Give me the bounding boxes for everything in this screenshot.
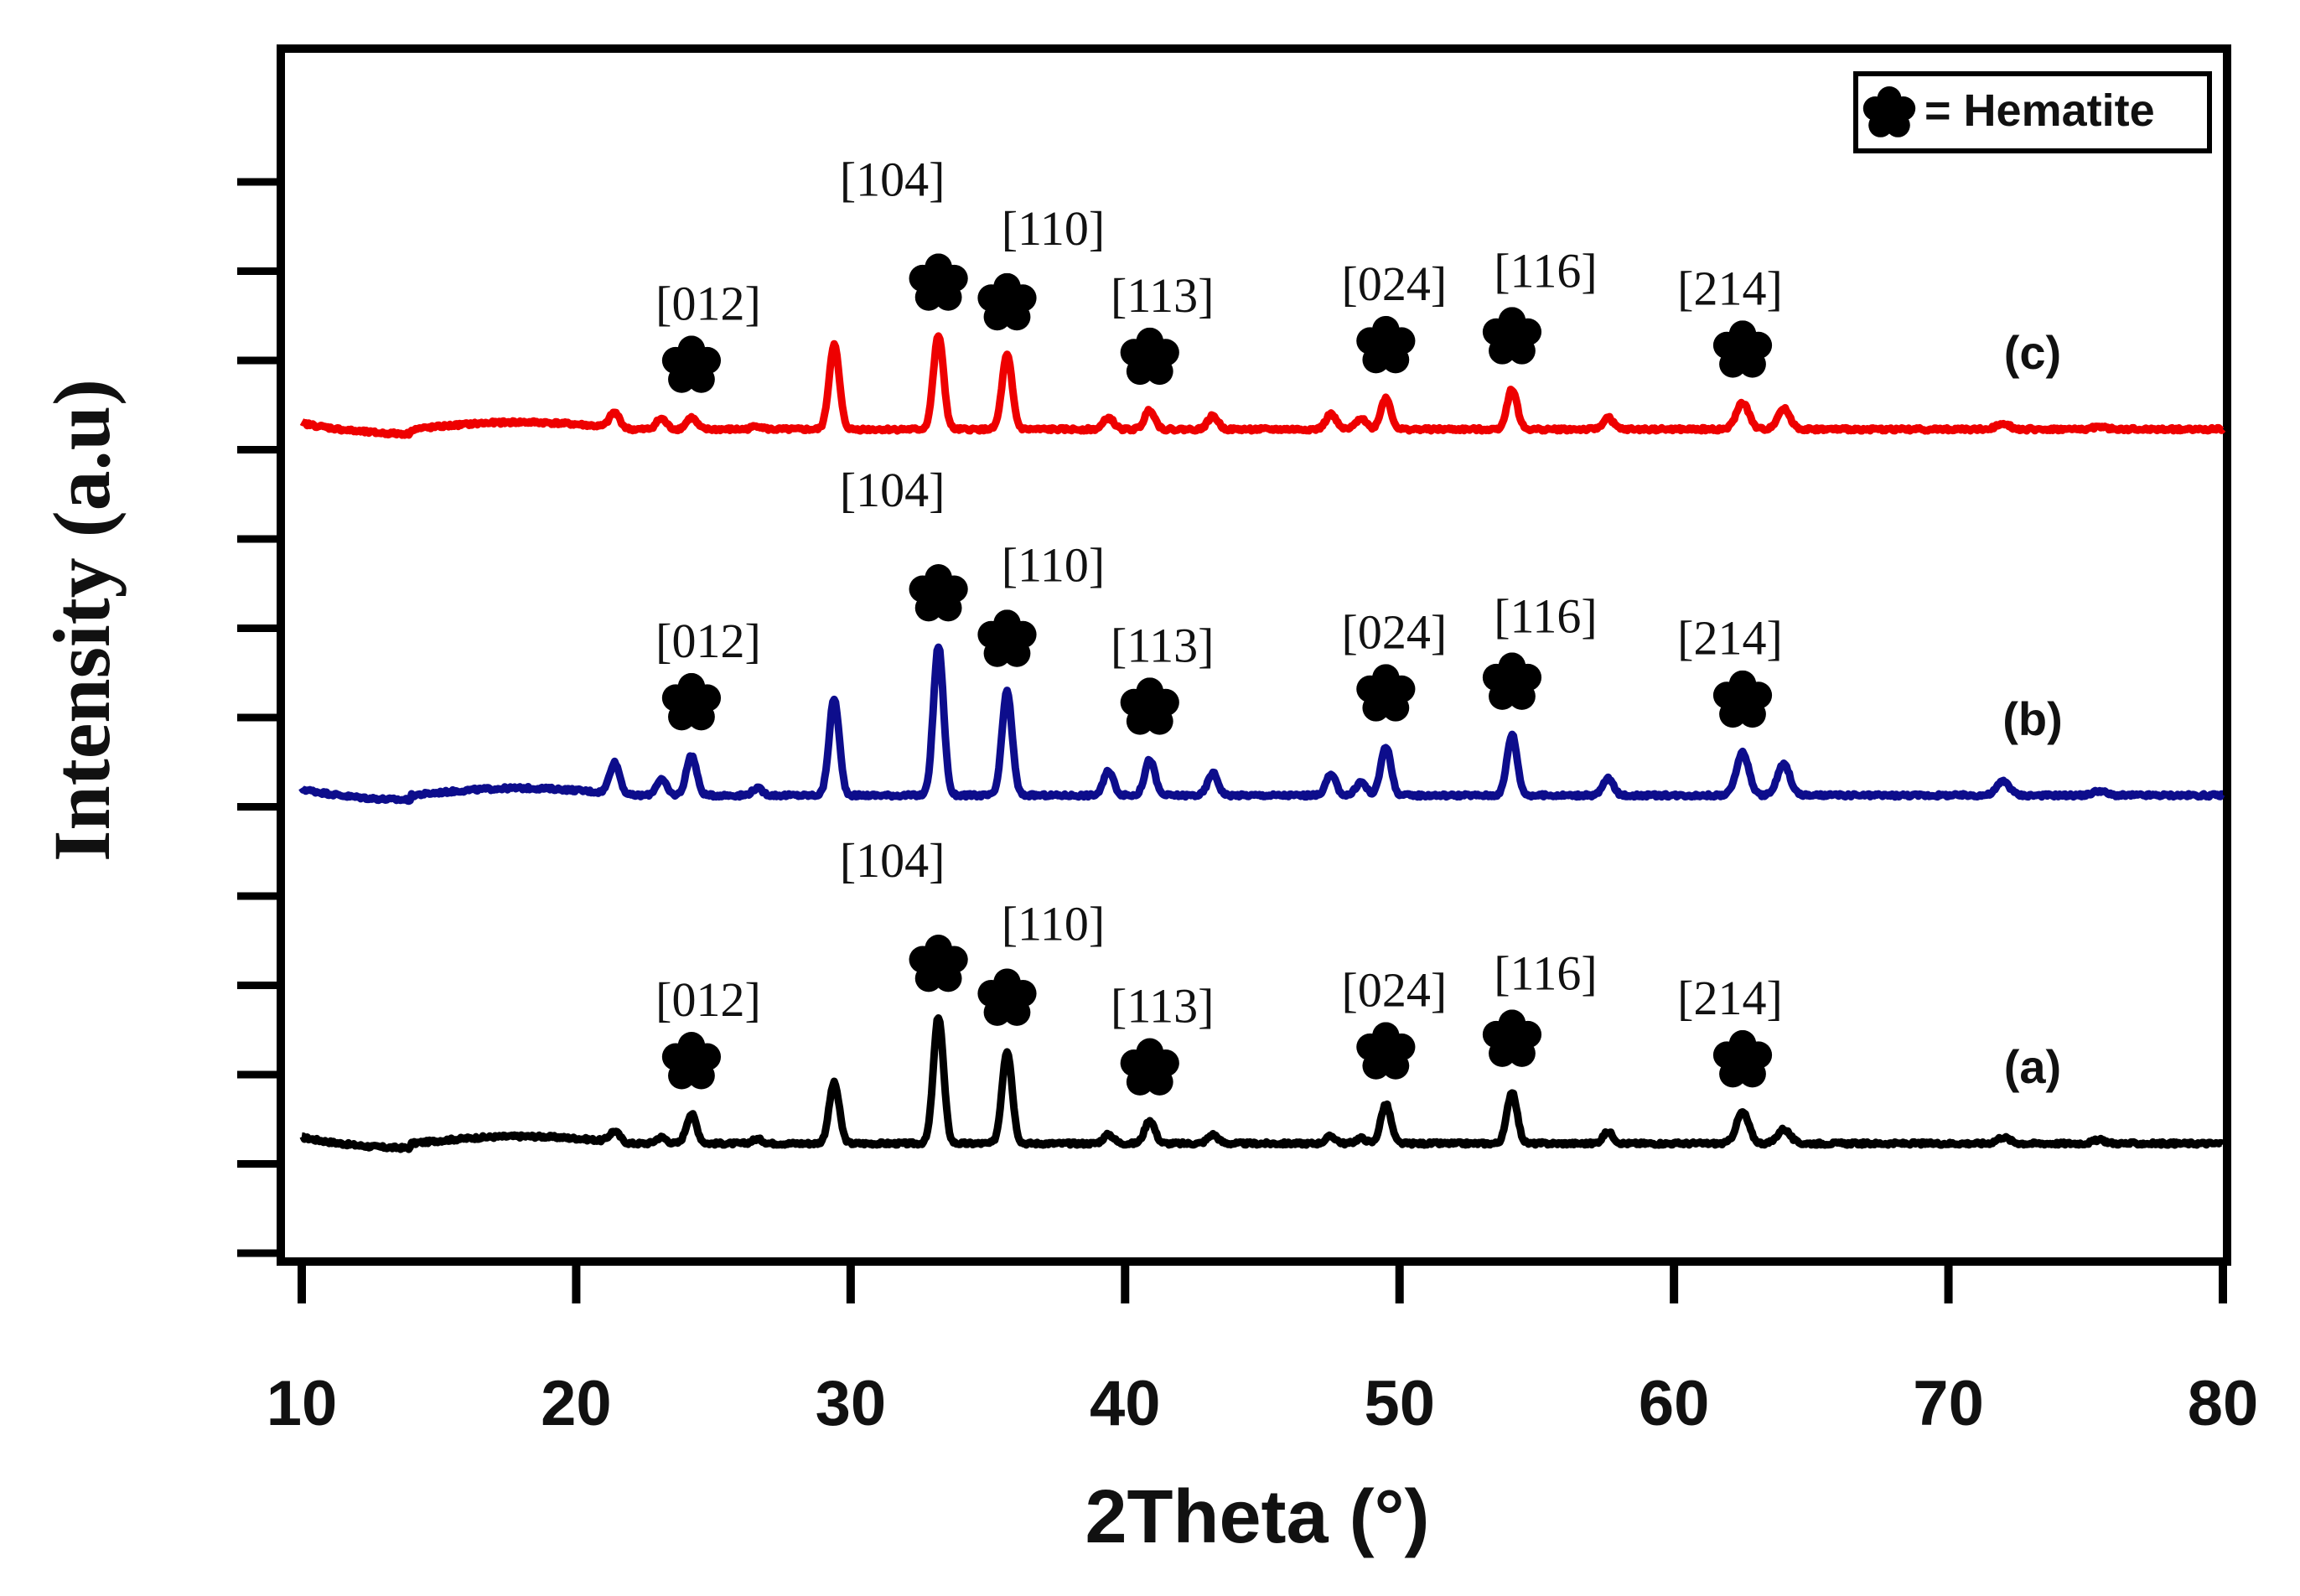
series-layer bbox=[298, 332, 2226, 1153]
peak-label: [024] bbox=[1342, 962, 1448, 1017]
hematite-star-icon bbox=[977, 968, 1037, 1026]
peak-label: [012] bbox=[655, 614, 761, 668]
legend: = Hematite bbox=[1853, 71, 2212, 153]
x-tick-label: 60 bbox=[1639, 1368, 1710, 1439]
peak-label: [116] bbox=[1494, 243, 1597, 298]
hematite-star-icon bbox=[909, 934, 968, 992]
x-axis-title: 2Theta (°) bbox=[1085, 1475, 1429, 1559]
peak-label: [024] bbox=[1342, 604, 1448, 659]
legend-label: = Hematite bbox=[1924, 86, 2155, 136]
x-tick-label: 40 bbox=[1090, 1368, 1161, 1439]
hematite-star-icon bbox=[1482, 307, 1542, 365]
hematite-star-icon bbox=[909, 253, 968, 311]
hematite-star-icon bbox=[1356, 664, 1416, 722]
series-label: (a) bbox=[2004, 1040, 2061, 1093]
hematite-star-icon bbox=[1712, 1029, 1773, 1088]
hematite-star-icon bbox=[1482, 652, 1542, 710]
peak-label: [113] bbox=[1111, 979, 1214, 1034]
peak-label: [116] bbox=[1494, 946, 1597, 1000]
y-axis-title: Intensity (a.u) bbox=[37, 379, 127, 862]
x-tick-label: 80 bbox=[2188, 1368, 2259, 1439]
hematite-star-icon bbox=[977, 272, 1037, 331]
peak-label: [110] bbox=[1002, 896, 1105, 951]
y-axis-ticks bbox=[237, 178, 281, 1257]
plot-frame bbox=[277, 44, 2231, 1266]
peak-label: [110] bbox=[1002, 201, 1105, 256]
hematite-star-icon bbox=[1120, 327, 1179, 386]
hematite-star-icon bbox=[1712, 320, 1773, 378]
series-label: (c) bbox=[2004, 326, 2061, 379]
hematite-star-icon bbox=[1120, 1038, 1179, 1096]
peak-label: [214] bbox=[1677, 971, 1783, 1025]
hematite-star-icon bbox=[661, 672, 722, 731]
hematite-star-icon bbox=[1356, 1022, 1416, 1080]
series-label: (b) bbox=[2002, 692, 2063, 745]
peak-label: [104] bbox=[840, 833, 945, 888]
series-line-0 bbox=[299, 1014, 2226, 1153]
hematite-star-icon bbox=[977, 609, 1037, 667]
peak-label: [012] bbox=[655, 972, 761, 1027]
peak-label: [110] bbox=[1002, 537, 1105, 592]
peak-label: [024] bbox=[1342, 256, 1448, 311]
peak-label: [104] bbox=[840, 152, 945, 206]
x-tick-label: 50 bbox=[1364, 1368, 1435, 1439]
peak-label: [113] bbox=[1111, 268, 1214, 323]
hematite-star-icon bbox=[661, 335, 722, 393]
peak-label: [116] bbox=[1494, 588, 1597, 643]
hematite-star-icon bbox=[1712, 670, 1773, 728]
peak-label: [012] bbox=[655, 276, 761, 330]
series-line-2 bbox=[299, 332, 2226, 439]
hematite-star-icon bbox=[909, 563, 968, 622]
x-tick-label: 30 bbox=[816, 1368, 887, 1439]
annotation-layer: [012][104][110][113] [024] [116] [214](a)[0… bbox=[655, 152, 2063, 1096]
peak-label: [214] bbox=[1677, 261, 1783, 315]
x-axis-ticks: 10 20 30 40 50 60 70 80 bbox=[267, 1262, 2259, 1439]
x-tick-label: 20 bbox=[541, 1368, 612, 1439]
peak-label: [113] bbox=[1111, 618, 1214, 672]
peak-label: [214] bbox=[1677, 611, 1783, 666]
peak-label: [104] bbox=[840, 463, 945, 517]
hematite-star-icon bbox=[1356, 315, 1416, 374]
x-tick-label: 70 bbox=[1913, 1368, 1984, 1439]
hematite-star-icon bbox=[1120, 677, 1179, 735]
series-line-1 bbox=[298, 643, 2225, 806]
hematite-star-icon bbox=[661, 1032, 722, 1090]
x-tick-label: 10 bbox=[267, 1368, 338, 1439]
hematite-star-icon bbox=[1482, 1009, 1542, 1067]
